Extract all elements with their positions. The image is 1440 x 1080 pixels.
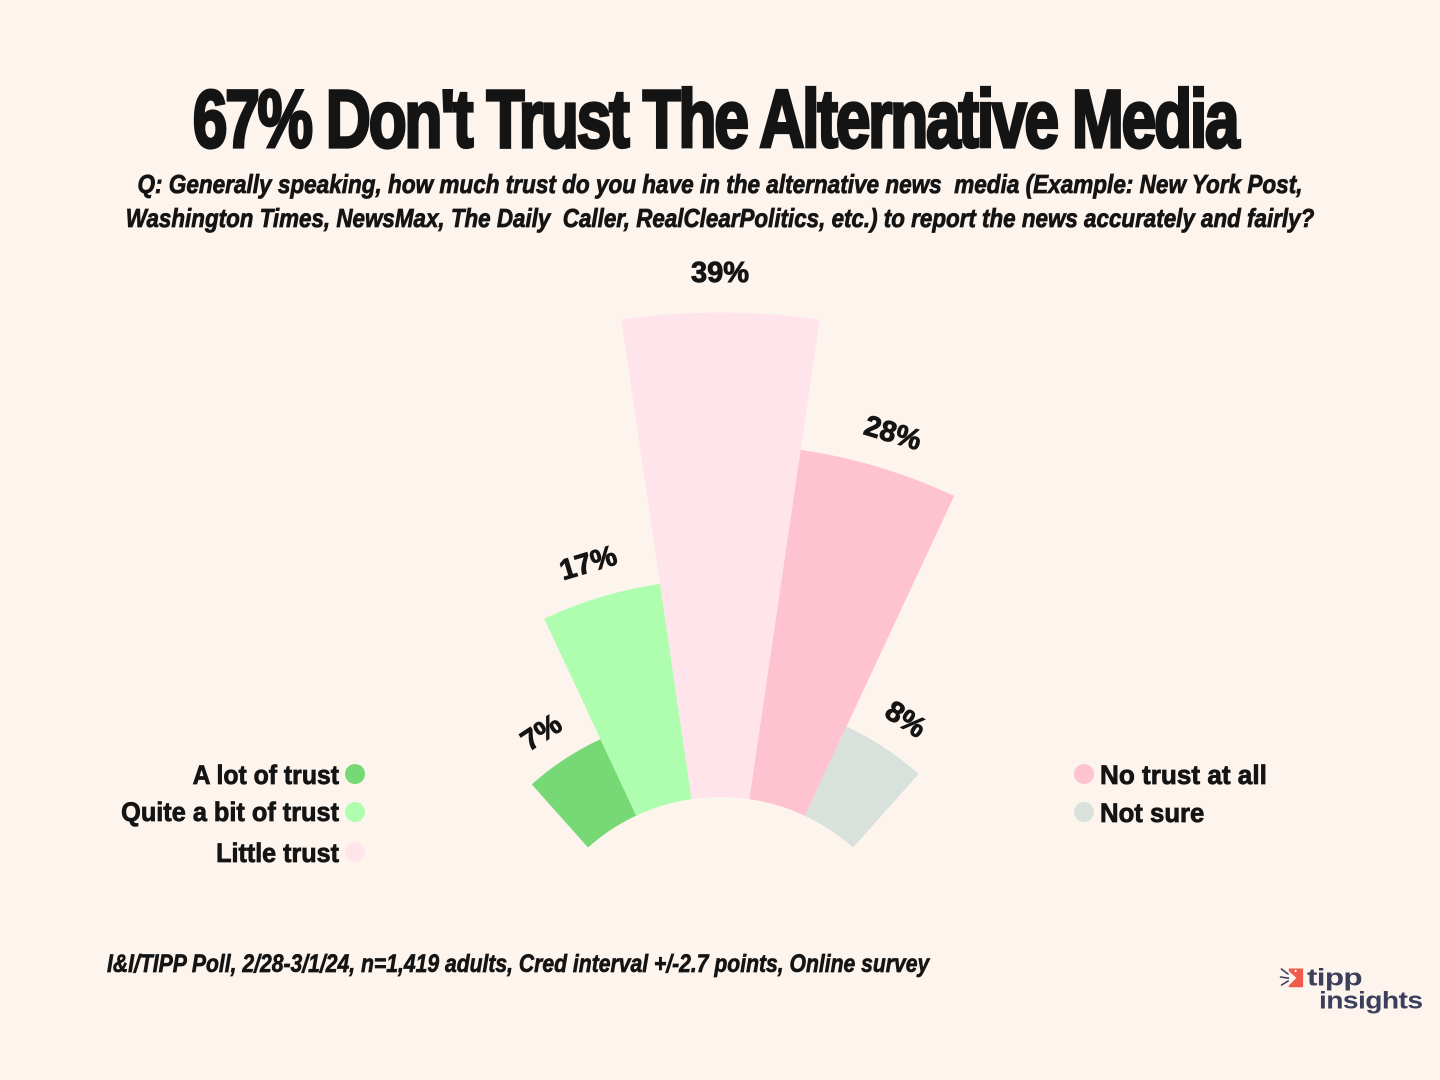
svg-text:17%: 17% [556,540,621,587]
svg-text:7%: 7% [515,708,568,758]
svg-text:28%: 28% [860,410,925,457]
svg-text:8%: 8% [879,695,932,745]
svg-text:insights: insights [1319,987,1422,1014]
svg-text:tipp: tipp [1307,964,1362,991]
svg-text:39%: 39% [691,257,749,289]
